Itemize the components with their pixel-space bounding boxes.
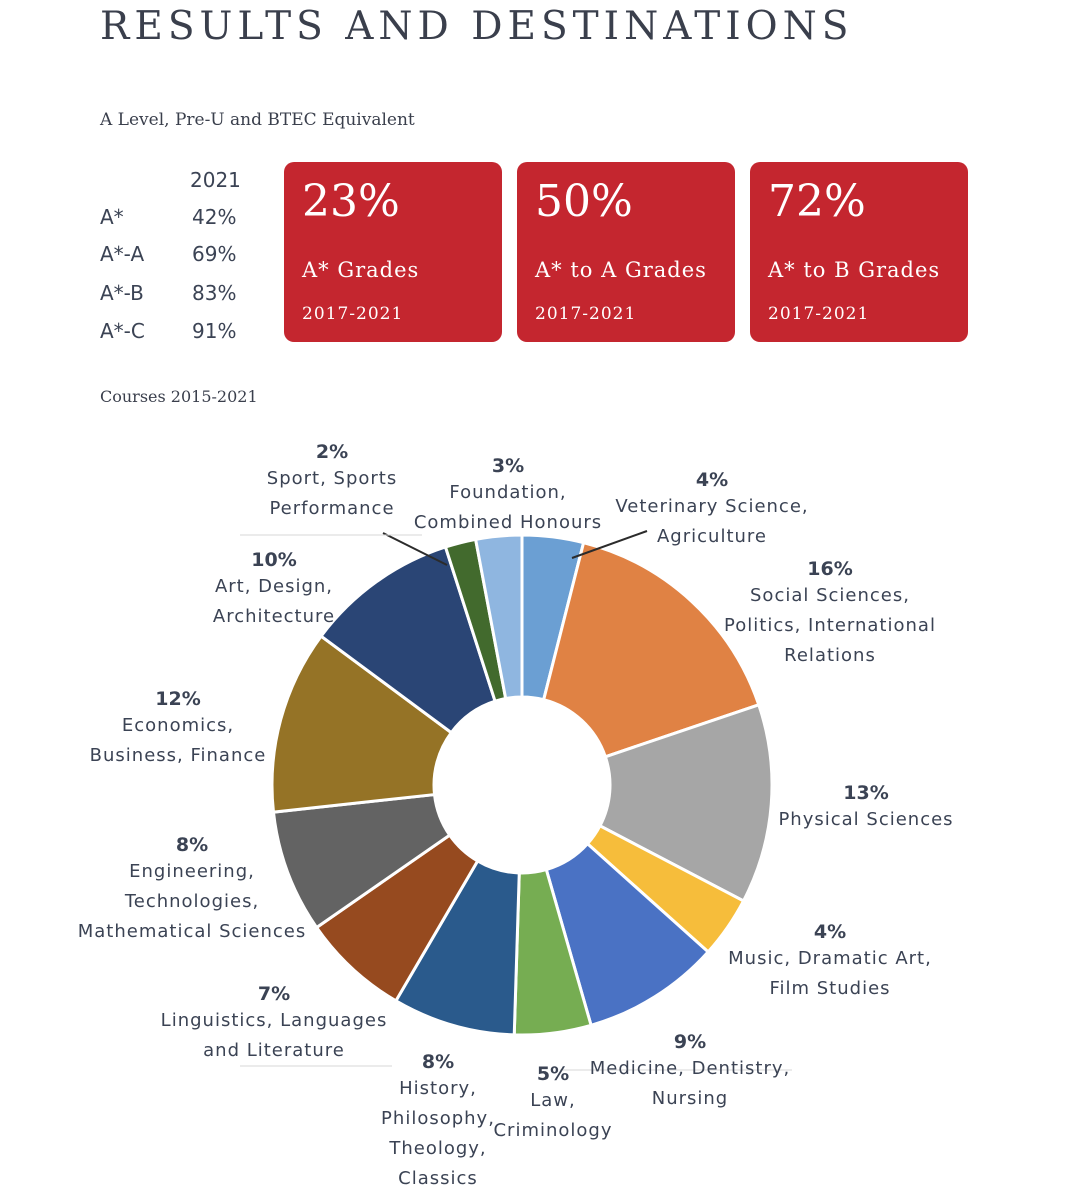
slice-percent-label: 5%	[536, 1063, 570, 1085]
stat-years: 2017-2021	[768, 304, 870, 324]
slice-name-label: Nursing	[651, 1088, 729, 1109]
page-title: RESULTS AND DESTINATIONS	[100, 4, 854, 49]
slice-percent-label: 16%	[807, 558, 853, 580]
grades-year-header: 2021	[190, 168, 241, 192]
slice-label: 9% Medicine, Dentistry, Nursing	[590, 1030, 790, 1114]
slice-name-label: Theology,	[389, 1138, 487, 1159]
grade-label: A*-A	[100, 242, 145, 266]
slice-label: 5% Law, Criminology	[493, 1062, 612, 1146]
slice-name-label: Performance	[269, 498, 395, 519]
slice-percent-label: 2%	[315, 441, 349, 463]
slice-percent-label: 8%	[421, 1051, 455, 1073]
slice-name-label: Philosophy,	[381, 1108, 495, 1129]
slice-name-label: Linguistics, Languages	[160, 1010, 388, 1031]
stat-percent: 23%	[302, 176, 400, 227]
slice-name-label: Engineering,	[129, 861, 255, 882]
slice-percent-label: 10%	[251, 549, 297, 571]
slice-name-label: Law,	[530, 1090, 576, 1111]
slice-label: 8% Engineering, Technologies, Mathematical …	[78, 833, 307, 947]
slice-name-label: Film Studies	[769, 978, 891, 999]
grade-value: 91%	[192, 319, 237, 343]
slice-label: 13% Physical Sciences	[778, 781, 953, 835]
donut-slice	[597, 702, 774, 903]
slice-name-label: Combined Honours	[413, 512, 603, 533]
grade-value: 42%	[192, 205, 237, 229]
slice-label: 7% Linguistics, Languages and Literature	[161, 982, 388, 1066]
slice-name-label: Agriculture	[656, 526, 767, 547]
stat-label: A* Grades	[302, 258, 420, 282]
slice-name-label: History,	[399, 1078, 477, 1099]
slice-percent-label: 4%	[695, 469, 729, 491]
leader-line	[571, 530, 648, 559]
slice-label: 3% Foundation, Combined Honours	[414, 454, 602, 538]
stat-label: A* to A Grades	[535, 258, 707, 282]
slice-name-label: Relations	[784, 645, 876, 666]
stat-card-a-star-to-a: 50% A* to A Grades 2017-2021	[517, 162, 735, 342]
grade-label: A*-C	[100, 319, 145, 343]
stat-label: A* to B Grades	[768, 258, 941, 282]
courses-label: Courses 2015-2021	[100, 387, 258, 406]
slice-label: 4% Veterinary Science, Agriculture	[615, 468, 808, 552]
slice-name-label: Criminology	[493, 1120, 613, 1141]
slice-percent-label: 7%	[257, 983, 291, 1005]
slice-name-label: Social Sciences,	[750, 585, 910, 606]
slice-percent-label: 12%	[155, 688, 201, 710]
slice-percent-label: 4%	[813, 921, 847, 943]
subtitle: A Level, Pre-U and BTEC Equivalent	[100, 110, 415, 130]
slice-name-label: Foundation,	[449, 482, 567, 503]
slice-label: 16% Social Sciences, Politics, Internation…	[724, 557, 936, 671]
slice-name-label: and Literature	[203, 1040, 345, 1061]
slice-name-label: Art, Design,	[214, 576, 334, 597]
slice-percent-label: 9%	[673, 1031, 707, 1053]
donut-slice	[270, 634, 454, 814]
grade-label: A*	[100, 205, 124, 229]
slice-name-label: Business, Finance	[89, 745, 267, 766]
stat-card-a-star: 23% A* Grades 2017-2021	[284, 162, 502, 342]
slice-name-label: Technologies,	[124, 891, 260, 912]
grade-label: A*-B	[100, 281, 144, 305]
donut-slice	[541, 540, 761, 759]
stat-percent: 50%	[535, 176, 633, 227]
slice-name-label: Architecture	[212, 606, 336, 627]
grade-value: 69%	[192, 242, 237, 266]
slice-name-label: Mathematical Sciences	[77, 921, 307, 942]
slice-label: 10% Art, Design, Architecture	[213, 548, 335, 632]
slice-percent-label: 3%	[491, 455, 525, 477]
slice-name-label: Politics, International	[724, 615, 936, 636]
stat-years: 2017-2021	[535, 304, 637, 324]
slice-name-label: Veterinary Science,	[615, 496, 809, 517]
grade-value: 83%	[192, 281, 237, 305]
donut-slice	[473, 533, 524, 701]
slice-name-label: Economics,	[121, 715, 235, 736]
slice-name-label: Music, Dramatic Art,	[728, 948, 932, 969]
slice-label: 12% Economics, Business, Finance	[90, 687, 267, 771]
slice-name-label: Physical Sciences	[778, 809, 954, 830]
stat-years: 2017-2021	[302, 304, 404, 324]
slice-name-label: Classics	[398, 1168, 478, 1189]
slice-label: 8% History, Philosophy, Theology, Classics	[381, 1050, 495, 1194]
slice-percent-label: 8%	[175, 834, 209, 856]
stat-percent: 72%	[768, 176, 866, 227]
slice-label: 2% Sport, Sports Performance	[267, 440, 397, 524]
leader-line	[382, 532, 448, 566]
slice-label: 4% Music, Dramatic Art, Film Studies	[728, 920, 932, 1004]
slice-name-label: Medicine, Dentistry,	[589, 1058, 791, 1079]
slice-name-label: Sport, Sports	[266, 468, 398, 489]
slice-percent-label: 13%	[843, 782, 889, 804]
stat-card-a-star-to-b: 72% A* to B Grades 2017-2021	[750, 162, 968, 342]
